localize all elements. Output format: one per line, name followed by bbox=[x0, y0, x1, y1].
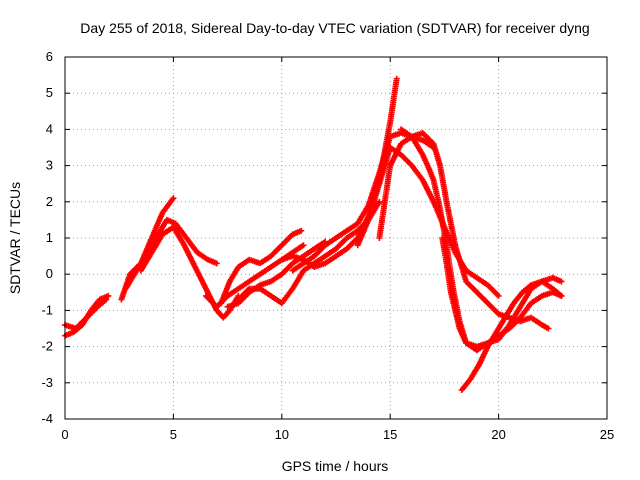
y-tick-label: 1 bbox=[46, 230, 53, 245]
y-tick-label: -2 bbox=[41, 339, 53, 354]
x-tick-label: 20 bbox=[491, 427, 505, 442]
series-sat-b bbox=[62, 296, 110, 332]
plot-border bbox=[64, 56, 608, 420]
plus-markers bbox=[218, 227, 305, 307]
y-tick-label: 6 bbox=[46, 49, 53, 64]
x-tick-label: 5 bbox=[170, 427, 177, 442]
plus-markers bbox=[224, 238, 329, 310]
y-tick-label: -4 bbox=[41, 411, 53, 426]
y-tick-label: 5 bbox=[46, 85, 53, 100]
series-sat-g bbox=[218, 227, 305, 307]
x-tick-label: 10 bbox=[275, 427, 289, 442]
x-tick-label: 0 bbox=[61, 427, 68, 442]
y-tick-label: 0 bbox=[46, 266, 53, 281]
x-axis-label: GPS time / hours bbox=[282, 458, 389, 474]
series-sat-f bbox=[202, 242, 307, 310]
y-tick-label: 4 bbox=[46, 121, 53, 136]
plus-markers bbox=[202, 242, 307, 310]
plus-markers bbox=[439, 235, 565, 354]
series-sat-o bbox=[439, 235, 565, 354]
x-tick-label: 25 bbox=[600, 427, 614, 442]
y-axis-label: SDTVAR / TECUs bbox=[7, 182, 23, 294]
y-tick-label: -1 bbox=[41, 302, 53, 317]
y-tick-label: 3 bbox=[46, 158, 53, 173]
series-sat-h bbox=[224, 238, 329, 310]
chart-title: Day 255 of 2018, Sidereal Day-to-day VTE… bbox=[80, 20, 589, 36]
data-points bbox=[62, 75, 565, 393]
x-tick-label: 15 bbox=[383, 427, 397, 442]
y-tick-label: 2 bbox=[46, 194, 53, 209]
y-tick-label: -3 bbox=[41, 375, 53, 390]
plus-markers bbox=[458, 278, 565, 393]
series-sat-p bbox=[458, 278, 565, 393]
plus-markers bbox=[62, 296, 110, 332]
